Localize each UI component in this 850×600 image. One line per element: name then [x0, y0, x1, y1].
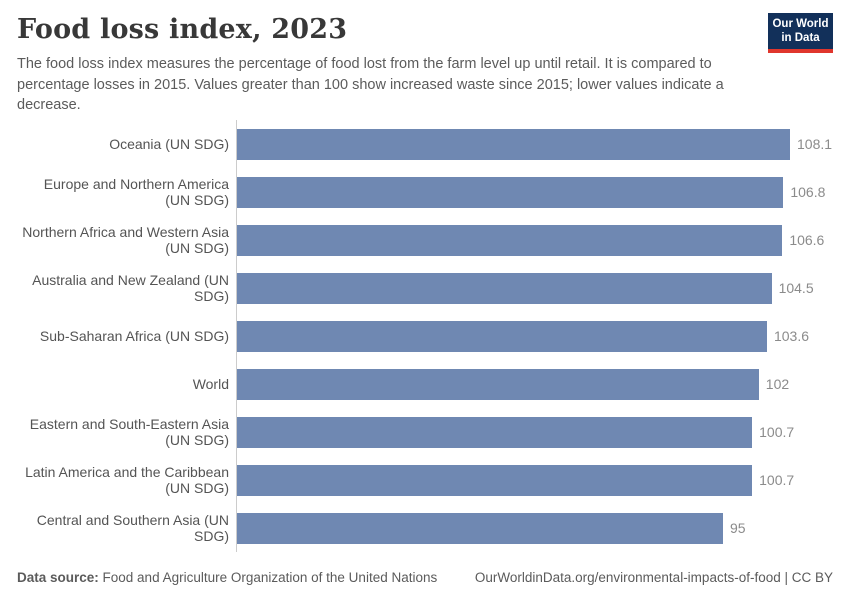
chart-title: Food loss index, 2023 [17, 14, 348, 45]
plot-area: 104.5 [236, 264, 833, 312]
bar[interactable] [237, 464, 753, 496]
value-label: 102 [765, 376, 790, 392]
category-label: Latin America and the Caribbean (UN SDG) [25, 463, 229, 496]
bar[interactable] [237, 176, 784, 208]
chart-row: Northern Africa and Western Asia (UN SDG… [17, 216, 833, 264]
owid-logo-line2: in Data [781, 32, 820, 45]
plot-area: 108.1 [236, 120, 833, 168]
plot-area: 106.8 [236, 168, 833, 216]
value-label: 104.5 [778, 280, 814, 296]
plot-area: 103.6 [236, 312, 833, 360]
plot-area: 100.7 [236, 408, 833, 456]
value-label: 103.6 [773, 328, 810, 344]
value-label: 100.7 [759, 424, 795, 440]
category-label: Oceania (UN SDG) [109, 135, 229, 152]
category-label: Europe and Northern America (UN SDG) [43, 175, 229, 208]
chart-header: Food loss index, 2023 The food loss inde… [0, 0, 850, 116]
bar-chart: Oceania (UN SDG) 108.1 Europe and Northern… [17, 120, 833, 552]
chart-row: Latin America and the Caribbean (UN SDG)… [17, 456, 833, 504]
bar[interactable] [237, 128, 790, 160]
category-label: Central and Southern Asia (UN SDG) [36, 511, 229, 544]
bar[interactable] [237, 368, 759, 400]
chart-footer: Data source: Food and Agriculture Organi… [17, 570, 833, 585]
chart-row: Europe and Northern America (UN SDG) 106.… [17, 168, 833, 216]
category-label: World [192, 375, 229, 392]
bar[interactable] [237, 320, 767, 352]
bar[interactable] [237, 416, 753, 448]
value-label: 100.7 [759, 472, 795, 488]
chart-row: World 102 [17, 360, 833, 408]
chart-row: Oceania (UN SDG) 108.1 [17, 120, 833, 168]
data-source-value: Food and Agriculture Organization of the… [98, 570, 438, 585]
category-label: Eastern and South-Eastern Asia (UN SDG) [29, 415, 229, 448]
bar[interactable] [237, 224, 783, 256]
chart-row: Central and Southern Asia (UN SDG) 95 [17, 504, 833, 552]
owid-logo[interactable]: Our World in Data [768, 13, 833, 53]
owid-link[interactable]: OurWorldinData.org/environmental-impacts… [474, 570, 833, 585]
chart-row: Australia and New Zealand (UN SDG) 104.5 [17, 264, 833, 312]
plot-area: 100.7 [236, 456, 833, 504]
chart-row: Eastern and South-Eastern Asia (UN SDG) 1… [17, 408, 833, 456]
value-label: 106.8 [790, 184, 826, 200]
data-source: Data source: Food and Agriculture Organi… [17, 570, 437, 585]
plot-area: 102 [236, 360, 833, 408]
bar[interactable] [237, 272, 772, 304]
owid-logo-line1: Our World [772, 18, 829, 30]
plot-area: 106.6 [236, 216, 833, 264]
category-label: Northern Africa and Western Asia (UN SDG… [22, 223, 229, 256]
category-label: Sub-Saharan Africa (UN SDG) [39, 327, 229, 344]
data-source-label: Data source: [17, 570, 99, 585]
plot-area: 95 [236, 504, 833, 552]
chart-subtitle: The food loss index measures the percent… [17, 56, 724, 114]
value-label: 108.1 [797, 136, 833, 152]
value-label: 95 [729, 520, 746, 536]
value-label: 106.6 [789, 232, 825, 248]
chart-row: Sub-Saharan Africa (UN SDG) 103.6 [17, 312, 833, 360]
category-label: Australia and New Zealand (UN SDG) [32, 271, 229, 304]
bar[interactable] [237, 512, 723, 544]
